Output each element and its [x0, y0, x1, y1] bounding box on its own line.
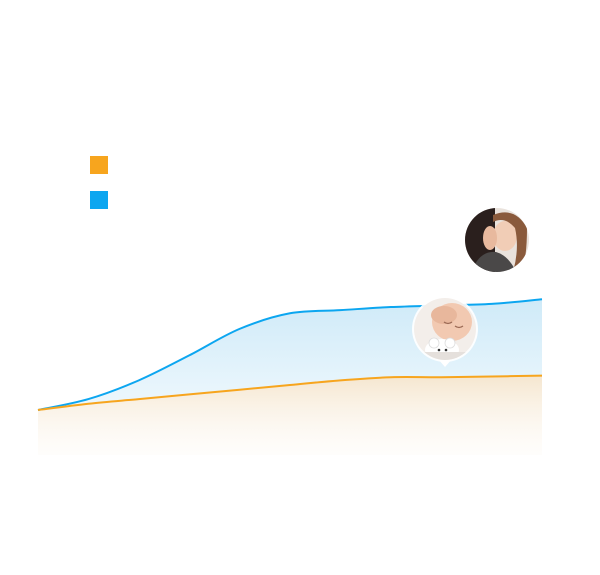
orange-series-line	[37, 374, 543, 411]
orange-series-area	[38, 375, 542, 455]
legend-item-blue	[90, 191, 118, 209]
chart-legend	[90, 156, 118, 226]
legend-item-orange	[90, 156, 118, 174]
legend-swatch-orange	[90, 156, 108, 174]
couple-photo-marker	[463, 206, 531, 274]
legend-swatch-blue	[90, 191, 108, 209]
baby-photo-marker	[412, 296, 478, 367]
